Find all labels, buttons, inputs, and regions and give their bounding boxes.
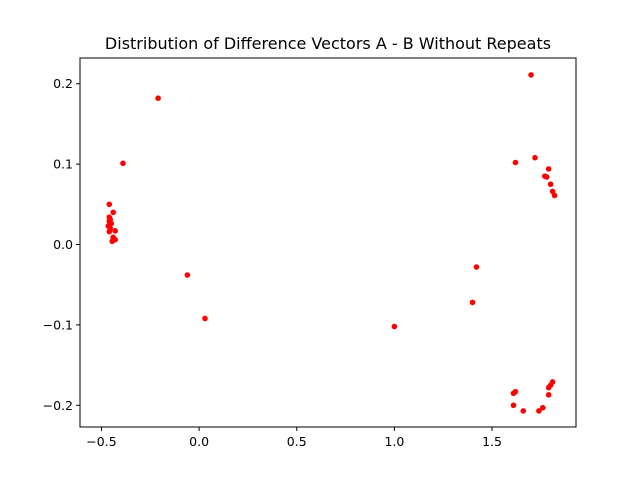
data-point [391, 323, 398, 330]
data-point [512, 388, 519, 395]
data-point [120, 160, 126, 167]
x-tick-label: 0.5 [287, 434, 307, 449]
y-tick-label: −0.2 [43, 398, 73, 413]
data-point [532, 154, 538, 161]
data-point [510, 402, 517, 409]
data-point [469, 299, 476, 306]
points-layer [105, 72, 558, 414]
data-point [473, 264, 480, 270]
ticks-layer: −0.5 0.0 0.5 1.0 1.5 −0.2 −0.1 0.0 0.1 0.2 [43, 76, 502, 449]
data-point [536, 408, 542, 414]
x-tick-label: 1.0 [384, 434, 404, 449]
data-point [545, 166, 552, 172]
data-point [109, 238, 116, 245]
data-point [512, 159, 519, 166]
x-tick-label: −0.5 [86, 434, 116, 449]
data-point [528, 72, 534, 78]
data-point [545, 392, 552, 398]
data-point [184, 272, 191, 278]
x-tick-label: 1.5 [482, 434, 502, 449]
y-tick-label: 0.1 [53, 157, 73, 172]
data-point [551, 192, 558, 199]
plot-area-frame [79, 57, 577, 428]
data-point [547, 181, 554, 188]
data-point [520, 408, 527, 414]
data-point [155, 95, 161, 101]
data-point [541, 173, 548, 179]
y-tick-label: 0.2 [53, 76, 73, 91]
x-tick-label: 0.0 [189, 434, 209, 449]
y-tick-label: 0.0 [53, 237, 73, 252]
data-point [106, 228, 113, 235]
data-point [549, 379, 556, 385]
y-tick-label: −0.1 [43, 317, 73, 332]
data-point [202, 315, 208, 322]
data-point [540, 404, 546, 411]
data-point [110, 209, 116, 216]
data-point [112, 228, 118, 234]
chart-title: Distribution of Difference Vectors A - B… [105, 34, 551, 53]
data-point [106, 201, 113, 208]
